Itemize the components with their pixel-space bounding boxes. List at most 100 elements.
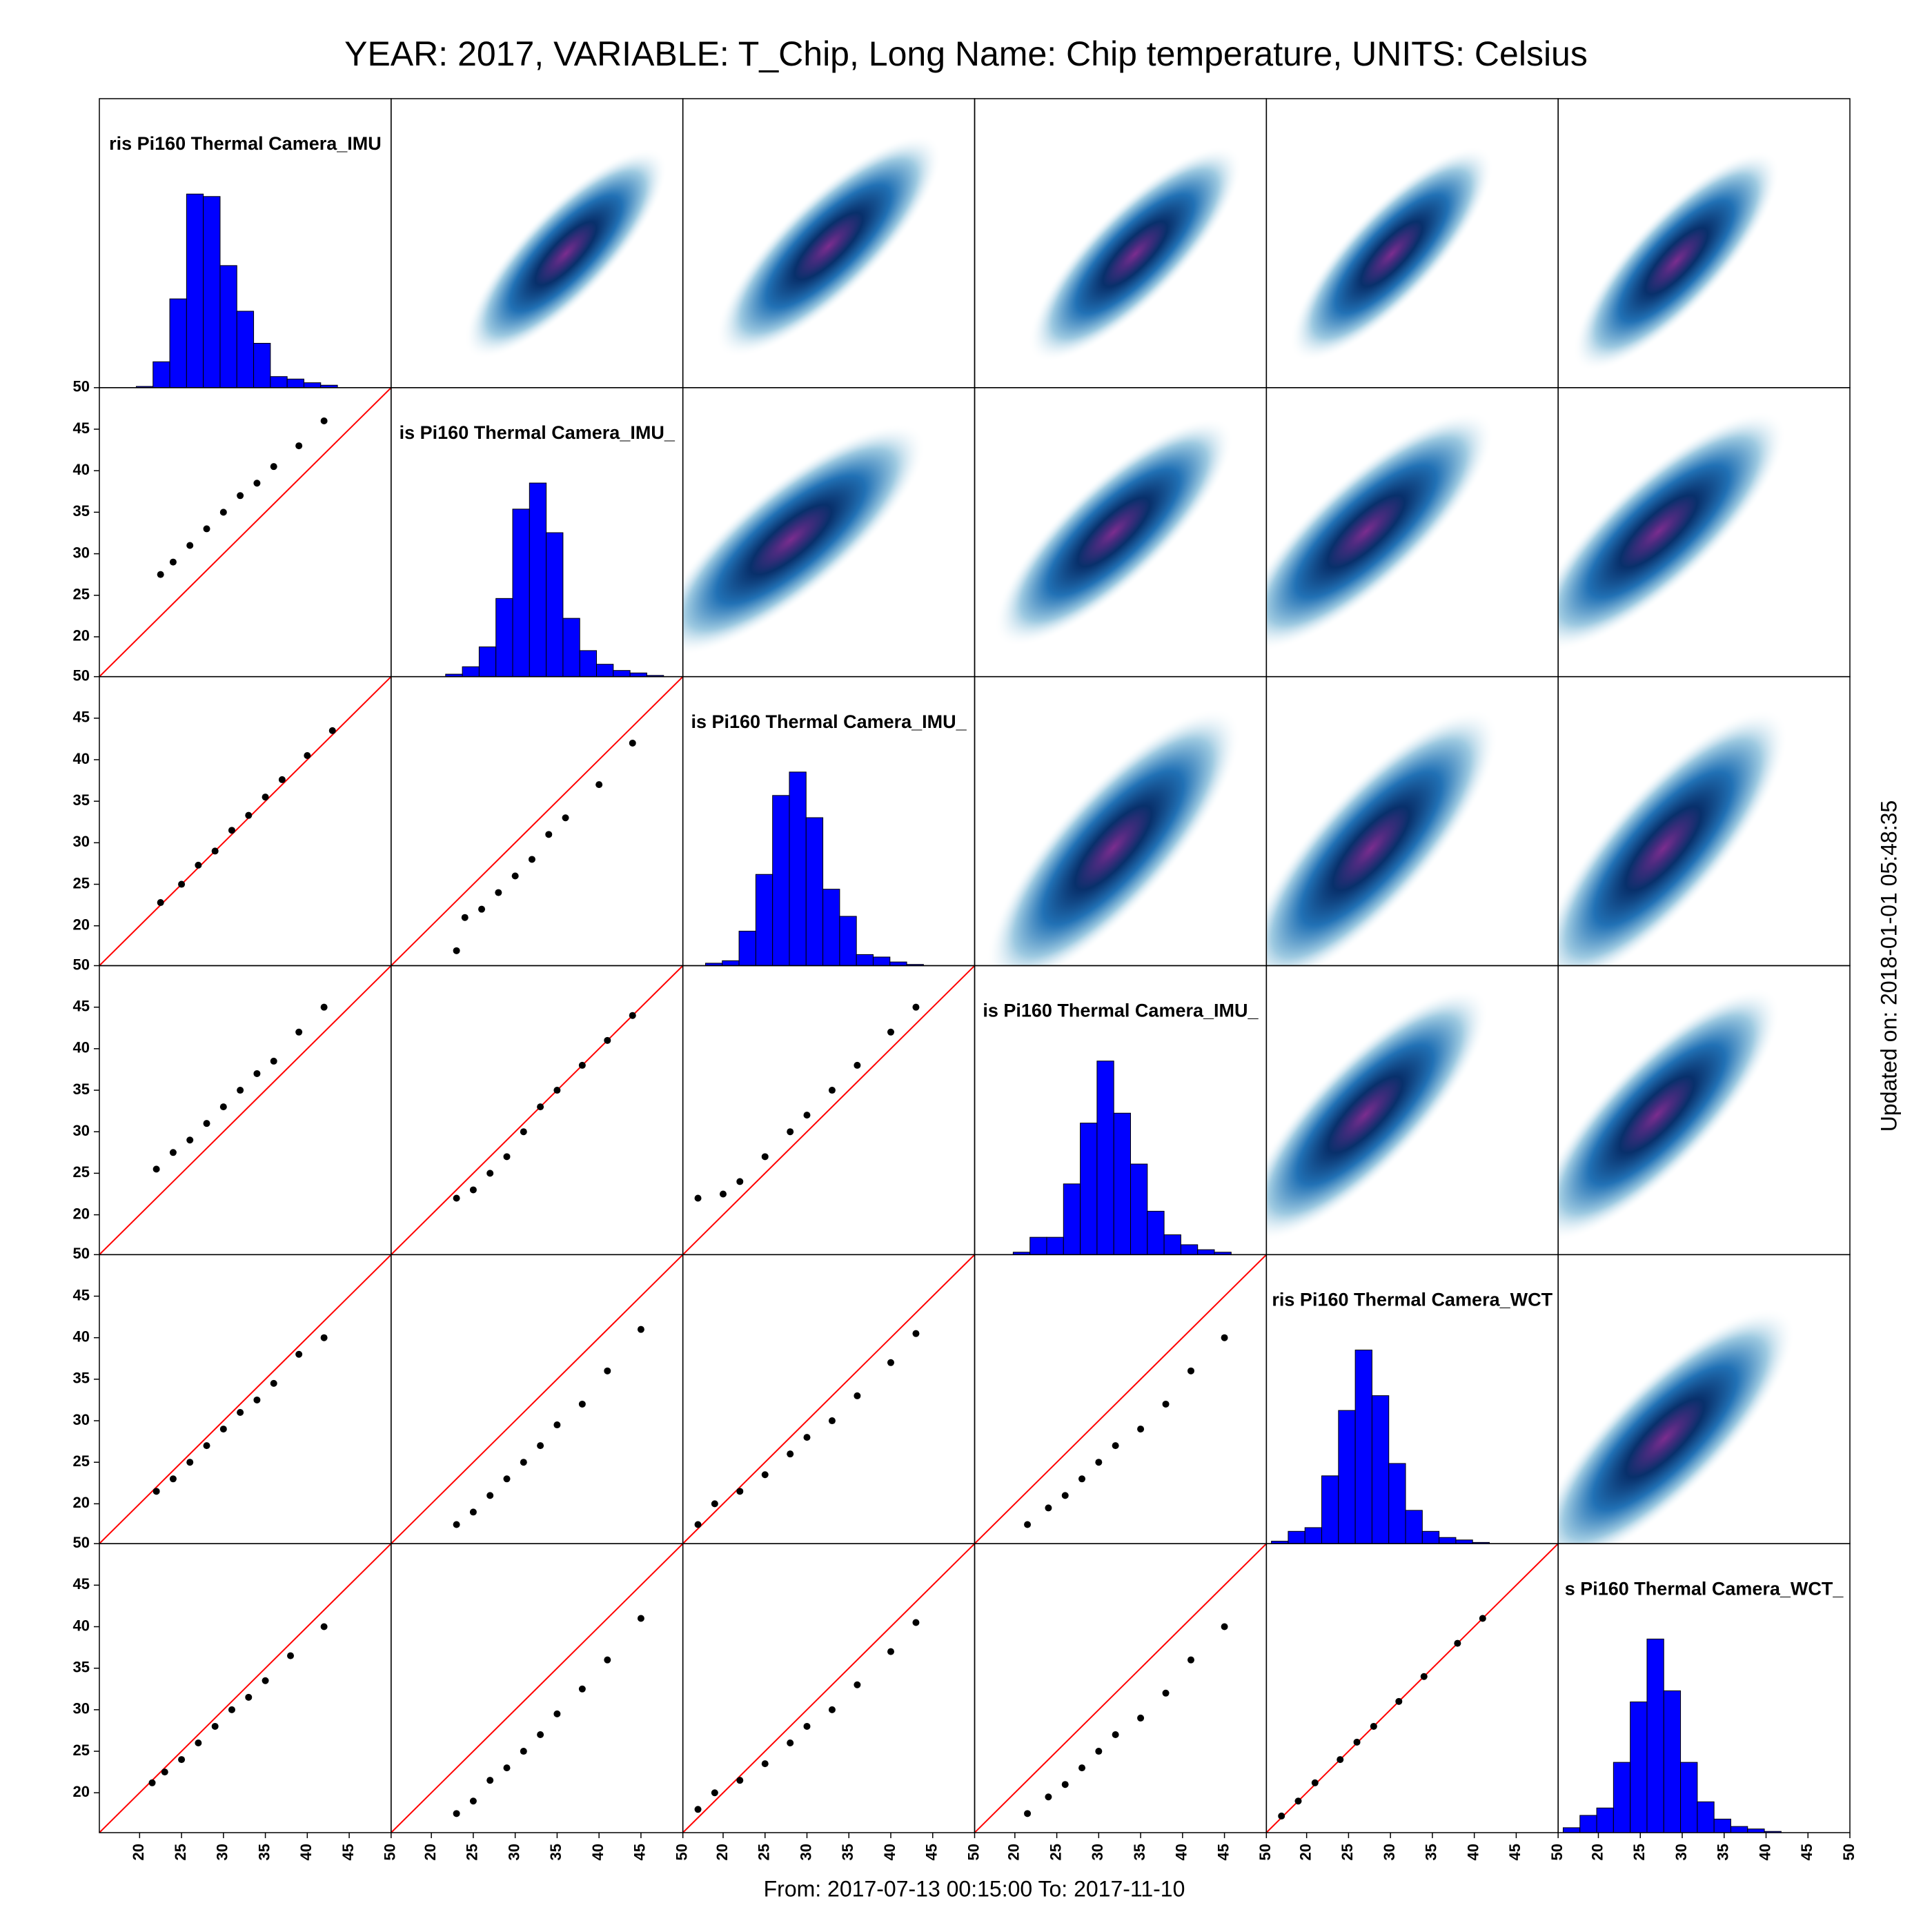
point [237, 1409, 244, 1417]
y-tick-label: 30 [73, 544, 90, 561]
density [1290, 146, 1494, 362]
x-tick-label: 50 [1548, 1844, 1566, 1860]
histogram-bar [236, 310, 255, 388]
point [604, 1656, 611, 1664]
point [503, 1475, 511, 1483]
histogram-bar [462, 666, 480, 677]
histogram-bar [856, 954, 874, 966]
panel [391, 1544, 683, 1833]
x-tick-label: 35 [1131, 1844, 1148, 1860]
point [1061, 1492, 1069, 1499]
histogram-bar [1130, 1163, 1148, 1255]
x-tick-label: 25 [756, 1844, 773, 1860]
y-tick-label: 45 [73, 1286, 90, 1303]
histogram-bar [1080, 1123, 1098, 1255]
panel [1558, 411, 1786, 651]
point [736, 1178, 744, 1185]
point [328, 727, 336, 734]
point [537, 1442, 544, 1450]
point [148, 1779, 156, 1786]
histogram-bar [1197, 1249, 1215, 1255]
point [1162, 1689, 1170, 1697]
panel [1266, 411, 1494, 651]
point [854, 1681, 861, 1688]
variable-label: is Pi160 Thermal Camera_IMU_ [400, 422, 676, 443]
histogram-bar [579, 650, 598, 677]
histogram-bar [738, 930, 756, 966]
x-tick-label: 25 [1630, 1844, 1648, 1860]
point [736, 1777, 744, 1784]
histogram-bar [1421, 1530, 1440, 1544]
point [604, 1367, 611, 1374]
identity-line [391, 676, 683, 966]
x-tick-label: 20 [1005, 1844, 1023, 1860]
y-tick-label: 25 [73, 1163, 90, 1181]
x-tick-label: 20 [1588, 1844, 1606, 1860]
point [186, 542, 194, 549]
point [219, 1103, 227, 1111]
point [736, 1488, 744, 1495]
identity-line [974, 1544, 1267, 1833]
panel [682, 424, 926, 656]
point [453, 1194, 460, 1202]
y-tick-label: 25 [73, 1742, 90, 1759]
panel [682, 965, 975, 1255]
point [912, 1330, 920, 1337]
point [803, 1434, 811, 1441]
histogram-bar [495, 598, 513, 677]
point [253, 1070, 261, 1077]
histogram-bar [872, 956, 891, 966]
x-tick-label: 30 [214, 1844, 231, 1860]
panel [986, 708, 1241, 966]
point [629, 739, 636, 747]
histogram-bar [562, 618, 580, 677]
panel [974, 1254, 1267, 1544]
point [520, 1459, 527, 1466]
histogram-bar [646, 675, 664, 677]
point [295, 442, 303, 450]
density [1558, 1308, 1795, 1544]
panel [99, 387, 391, 677]
point [711, 1500, 718, 1508]
y-tick-label: 50 [73, 1245, 90, 1262]
histogram-bar [772, 795, 790, 966]
point [562, 814, 569, 822]
histogram-bar [1562, 1827, 1581, 1833]
identity-line [1266, 1544, 1559, 1833]
x-tick-label: 20 [130, 1844, 147, 1860]
density [1573, 150, 1780, 371]
x-tick-label: 40 [1173, 1844, 1190, 1860]
x-tick-label: 25 [172, 1844, 189, 1860]
point [1187, 1367, 1194, 1374]
point [912, 1003, 920, 1011]
y-tick-label: 30 [73, 1411, 90, 1428]
histogram-bar [286, 378, 304, 388]
histogram-bar [822, 889, 840, 966]
panel: is Pi160 Thermal Camera_IMU_ [983, 1000, 1259, 1255]
point [287, 1652, 295, 1659]
point [245, 1693, 253, 1701]
histogram-bar [1697, 1801, 1715, 1833]
histogram-bar [1680, 1762, 1698, 1833]
x-tick-label: 40 [589, 1844, 607, 1860]
point [1353, 1738, 1361, 1746]
point [469, 1186, 477, 1194]
y-tick-label: 45 [73, 1575, 90, 1593]
histogram-bar [613, 670, 631, 677]
point [195, 1739, 202, 1747]
point [1024, 1521, 1032, 1528]
density [1266, 411, 1494, 651]
point [828, 1417, 836, 1425]
x-tick-label: 45 [923, 1844, 940, 1860]
point [887, 1359, 894, 1366]
point [469, 1508, 477, 1516]
x-tick-label: 45 [1798, 1844, 1815, 1860]
point [469, 1797, 477, 1805]
panel [1558, 1308, 1795, 1544]
point [912, 1619, 920, 1626]
point [711, 1789, 718, 1797]
panel: ris Pi160 Thermal Camera_IMU [109, 133, 382, 388]
x-tick-label: 35 [547, 1844, 564, 1860]
variable-label: ris Pi160 Thermal Camera_IMU [109, 133, 382, 154]
point [1162, 1400, 1170, 1408]
